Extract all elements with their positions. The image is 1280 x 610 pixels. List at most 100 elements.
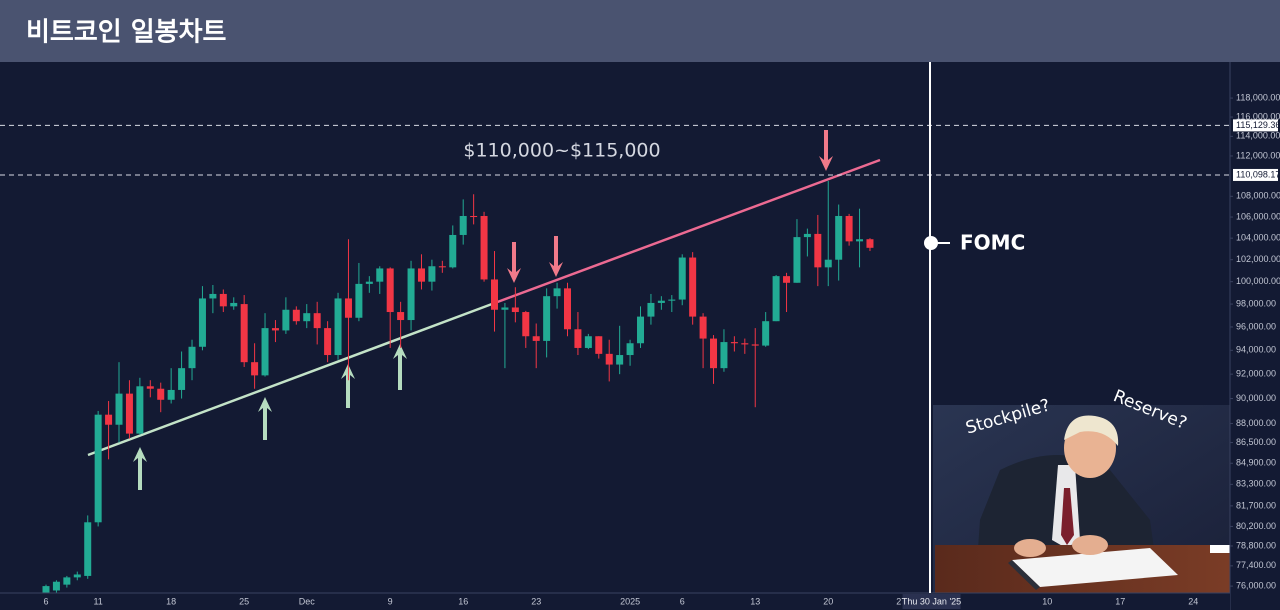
y-tick-label: 92,000.00 bbox=[1236, 369, 1276, 379]
candle-body bbox=[209, 293, 217, 299]
candle-body bbox=[355, 283, 363, 318]
candle-body bbox=[344, 298, 352, 318]
y-tick-label: 96,000.00 bbox=[1236, 321, 1276, 331]
candle-body bbox=[835, 215, 843, 260]
arrow bbox=[549, 236, 563, 277]
y-tick-label: 118,000.00 bbox=[1236, 92, 1280, 102]
candle-body bbox=[230, 302, 238, 307]
candle-body bbox=[584, 336, 592, 348]
x-tick-label: 23 bbox=[531, 596, 541, 606]
arrow bbox=[133, 447, 147, 490]
candle-body bbox=[720, 342, 728, 369]
candle-body bbox=[376, 268, 384, 282]
y-tick-label: 90,000.00 bbox=[1236, 393, 1276, 403]
candle-body bbox=[522, 312, 530, 337]
crosshair-date-box bbox=[902, 594, 961, 609]
y-tick-label: 83,300.00 bbox=[1236, 479, 1276, 489]
hand-left bbox=[1014, 539, 1046, 557]
candle-body bbox=[365, 281, 373, 284]
card bbox=[1210, 545, 1230, 553]
candle-body bbox=[553, 288, 561, 297]
candle-body bbox=[637, 316, 645, 344]
candle-body bbox=[626, 343, 634, 356]
trendline-resistance bbox=[491, 158, 881, 306]
price-line-label: 110,098.17 bbox=[1236, 169, 1280, 179]
x-tick-label: 9 bbox=[388, 596, 393, 606]
y-tick-label: 77,400.00 bbox=[1236, 560, 1276, 570]
y-tick-label: 80,200.00 bbox=[1236, 521, 1276, 531]
candle-body bbox=[616, 355, 624, 365]
candle-body bbox=[303, 313, 311, 322]
candle-body bbox=[428, 266, 436, 282]
candle-body bbox=[730, 342, 738, 344]
candle-body bbox=[490, 279, 498, 310]
y-tick-label: 78,800.00 bbox=[1236, 540, 1276, 550]
candle-body bbox=[94, 414, 102, 523]
arrow bbox=[507, 242, 521, 283]
candle-body bbox=[73, 574, 81, 578]
candle-body bbox=[793, 237, 801, 283]
candle-body bbox=[178, 368, 186, 390]
candle-body bbox=[699, 316, 707, 339]
x-tick-label: 10 bbox=[1042, 596, 1052, 606]
folder bbox=[1008, 560, 1040, 590]
x-tick-label: 18 bbox=[166, 596, 176, 606]
candle-body bbox=[647, 302, 655, 317]
arrow bbox=[341, 364, 355, 408]
x-tick-label: 20 bbox=[823, 596, 833, 606]
candle-body bbox=[167, 389, 175, 400]
y-tick-label: 84,900.00 bbox=[1236, 458, 1276, 468]
candle-body bbox=[657, 300, 665, 303]
candle-body bbox=[42, 586, 50, 593]
candle-body bbox=[543, 296, 551, 341]
candle-body bbox=[219, 293, 227, 307]
x-tick-label: 13 bbox=[750, 596, 760, 606]
candle-body bbox=[282, 309, 290, 331]
tie bbox=[1061, 488, 1074, 545]
candle-body bbox=[689, 257, 697, 317]
candle-body bbox=[240, 304, 248, 363]
candle-body bbox=[532, 336, 540, 341]
y-tick-label: 100,000.00 bbox=[1236, 276, 1280, 286]
y-tick-label: 104,000.00 bbox=[1236, 233, 1280, 243]
y-tick-label: 116,000.00 bbox=[1236, 111, 1280, 121]
y-tick-label: 108,000.00 bbox=[1236, 191, 1280, 201]
x-tick-label: 6 bbox=[43, 596, 48, 606]
x-tick-label: 17 bbox=[1115, 596, 1125, 606]
y-tick-label: 81,700.00 bbox=[1236, 500, 1276, 510]
candle-body bbox=[407, 268, 415, 321]
candle-body bbox=[334, 298, 342, 356]
candle-body bbox=[762, 321, 770, 346]
candle-body bbox=[313, 313, 321, 329]
header-bar bbox=[0, 0, 1280, 62]
arrow bbox=[258, 397, 272, 440]
candle-body bbox=[449, 234, 457, 268]
y-tick-label: 94,000.00 bbox=[1236, 345, 1276, 355]
candle-body bbox=[136, 386, 144, 434]
price-line-label-box bbox=[1233, 168, 1278, 181]
x-tick-label: Dec bbox=[299, 596, 316, 606]
candle-body bbox=[501, 307, 509, 310]
trendline-support bbox=[87, 302, 493, 457]
candle-body bbox=[157, 388, 165, 400]
candle-body bbox=[783, 276, 791, 283]
price-line-label: 115,129.36 bbox=[1236, 120, 1280, 130]
candle-body bbox=[125, 393, 133, 434]
x-tick-label: 24 bbox=[1188, 596, 1198, 606]
candle-body bbox=[772, 276, 780, 322]
candle-body bbox=[605, 353, 613, 365]
arrow bbox=[393, 344, 407, 390]
header-title: 비트코인 일봉차트 bbox=[26, 18, 226, 48]
x-tick-label: 16 bbox=[458, 596, 468, 606]
x-tick-label: 25 bbox=[239, 596, 249, 606]
candle-body bbox=[824, 259, 832, 268]
annotation-event: FOMC bbox=[960, 231, 1025, 255]
crosshair-date-label: Thu 30 Jan '25 bbox=[902, 596, 961, 606]
hand-right bbox=[1072, 535, 1108, 555]
candle-body bbox=[751, 344, 759, 346]
hair bbox=[1064, 415, 1119, 446]
candle-body bbox=[84, 522, 92, 576]
candle-body bbox=[459, 215, 467, 235]
candle-body bbox=[595, 336, 603, 354]
